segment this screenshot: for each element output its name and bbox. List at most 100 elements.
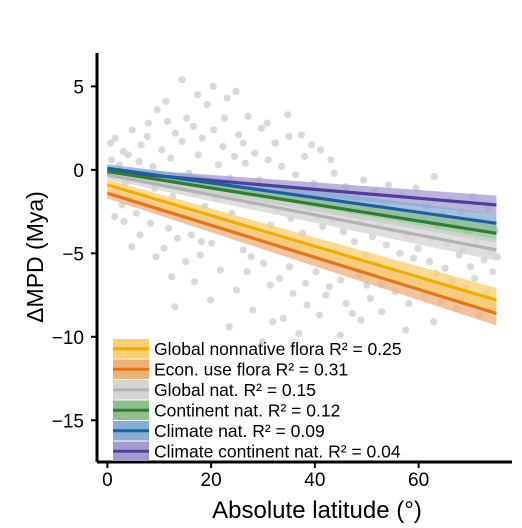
data-point bbox=[153, 106, 161, 114]
data-point bbox=[339, 228, 348, 236]
data-point bbox=[330, 169, 338, 177]
data-point bbox=[308, 141, 316, 149]
x-tick-label: 60 bbox=[408, 470, 429, 491]
data-point bbox=[243, 268, 251, 276]
data-point bbox=[300, 152, 309, 161]
data-point bbox=[263, 119, 271, 127]
data-point bbox=[137, 141, 145, 149]
data-point bbox=[276, 274, 284, 282]
data-point bbox=[198, 134, 206, 142]
data-point bbox=[322, 291, 330, 299]
x-tick-label: 20 bbox=[201, 470, 222, 491]
x-axis-label: Absolute latitude (°) bbox=[212, 497, 422, 524]
data-point bbox=[208, 239, 216, 247]
data-point bbox=[219, 142, 227, 151]
data-point bbox=[350, 238, 358, 246]
data-point bbox=[297, 131, 305, 139]
data-point bbox=[232, 286, 241, 294]
data-point bbox=[223, 94, 231, 102]
data-point bbox=[239, 139, 247, 147]
data-point bbox=[149, 162, 157, 171]
data-point bbox=[249, 306, 257, 314]
data-point bbox=[466, 263, 475, 271]
data-point bbox=[425, 258, 434, 266]
data-point bbox=[143, 132, 151, 141]
legend-label: Global nat. R² = 0.15 bbox=[154, 380, 316, 400]
data-point bbox=[405, 299, 413, 308]
data-point bbox=[336, 331, 344, 339]
data-point bbox=[178, 137, 186, 146]
data-point bbox=[315, 311, 324, 319]
data-point bbox=[357, 316, 365, 324]
data-point bbox=[203, 101, 211, 109]
data-point bbox=[259, 259, 268, 267]
data-point bbox=[414, 244, 422, 252]
y-tick-label: −5 bbox=[62, 244, 84, 265]
data-point bbox=[197, 238, 205, 246]
regression-line bbox=[107, 173, 497, 252]
data-point bbox=[348, 309, 356, 318]
data-point bbox=[382, 241, 391, 249]
data-point bbox=[285, 263, 294, 271]
data-point bbox=[312, 268, 320, 276]
data-point bbox=[396, 249, 404, 257]
data-point bbox=[258, 338, 267, 346]
data-point bbox=[111, 134, 119, 142]
data-point bbox=[285, 132, 293, 141]
data-point bbox=[146, 219, 155, 227]
data-point bbox=[430, 318, 438, 326]
data-point bbox=[160, 244, 168, 252]
data-point bbox=[319, 223, 327, 231]
legend-label: Climate nat. R² = 0.09 bbox=[154, 421, 325, 441]
data-point bbox=[342, 299, 350, 308]
data-point bbox=[190, 278, 199, 286]
legend-label: Global nonnative flora R² = 0.25 bbox=[154, 339, 402, 359]
data-point bbox=[337, 276, 345, 284]
data-point bbox=[128, 126, 136, 134]
data-point bbox=[152, 253, 160, 261]
data-point bbox=[292, 171, 300, 179]
legend-label: Continent nat. R² = 0.12 bbox=[154, 401, 340, 421]
data-point bbox=[441, 264, 449, 272]
data-point bbox=[235, 131, 243, 139]
data-point bbox=[247, 253, 255, 261]
data-point bbox=[135, 157, 143, 166]
data-point bbox=[430, 172, 438, 181]
data-point bbox=[303, 301, 311, 309]
data-point bbox=[251, 149, 259, 157]
data-point bbox=[214, 161, 222, 169]
y-tick-label: −10 bbox=[52, 328, 84, 349]
legend-label: Econ. use flora R² = 0.31 bbox=[154, 360, 348, 380]
data-point bbox=[221, 114, 229, 122]
x-tick-label: 0 bbox=[102, 470, 113, 491]
data-point bbox=[194, 151, 202, 159]
data-point bbox=[171, 303, 179, 311]
data-point bbox=[183, 114, 191, 122]
data-point bbox=[489, 268, 497, 276]
data-point bbox=[257, 124, 266, 132]
data-point bbox=[144, 119, 152, 127]
data-point bbox=[289, 289, 297, 297]
data-point bbox=[301, 279, 310, 287]
data-point bbox=[128, 243, 136, 251]
data-point bbox=[168, 273, 176, 281]
data-point bbox=[207, 296, 215, 304]
data-point bbox=[209, 82, 217, 90]
data-point bbox=[124, 151, 132, 159]
y-tick-label: −15 bbox=[52, 411, 84, 432]
data-point bbox=[194, 91, 202, 99]
data-point bbox=[266, 281, 274, 289]
legend-label: Climate continent nat. R² = 0.04 bbox=[154, 442, 401, 462]
data-point bbox=[173, 234, 182, 242]
data-point bbox=[264, 156, 272, 164]
data-point bbox=[163, 117, 172, 126]
data-point bbox=[295, 329, 303, 338]
data-point bbox=[402, 326, 410, 334]
x-ticks: 0 20 40 60 bbox=[102, 462, 429, 491]
data-point bbox=[269, 318, 277, 326]
data-point bbox=[136, 231, 144, 239]
data-point bbox=[279, 314, 287, 323]
data-point bbox=[164, 224, 173, 232]
data-point bbox=[230, 152, 239, 161]
